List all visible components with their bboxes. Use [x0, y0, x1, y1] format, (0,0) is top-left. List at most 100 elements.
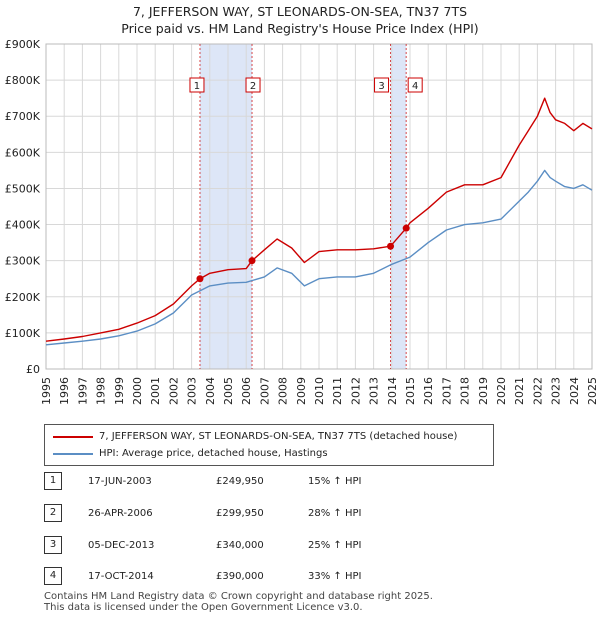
x-tick-label: 2016	[422, 377, 435, 405]
sale-point	[196, 275, 204, 283]
transaction-hpi: 28% ↑ HPI	[308, 508, 362, 519]
legend-label-hpi: HPI: Average price, detached house, Hast…	[99, 448, 328, 459]
y-tick-label: £0	[26, 363, 40, 376]
legend-label-property: 7, JEFFERSON WAY, ST LEONARDS-ON-SEA, TN…	[99, 431, 458, 442]
y-axis-ticks: £0 £100K £200K £300K £400K £500K £600K £700K £80…	[5, 38, 41, 376]
plot-frame	[45, 43, 593, 370]
x-tick-label: 2000	[131, 377, 144, 405]
x-tick-label: 2006	[240, 377, 253, 405]
y-tick-label: £100K	[5, 327, 41, 340]
table-row: 3 05-DEC-2013 £340,000 25% ↑ HPI	[44, 536, 444, 554]
transaction-date: 17-OCT-2014	[88, 571, 154, 582]
sale-label-text: 3	[378, 81, 384, 92]
x-tick-label: 2001	[149, 377, 162, 405]
x-tick-label: 2011	[331, 377, 344, 405]
sale-points	[196, 224, 410, 283]
x-tick-label: 1997	[76, 377, 89, 405]
footer: Contains HM Land Registry data © Crown c…	[44, 591, 433, 613]
sale-label-text: 4	[412, 81, 418, 92]
sale-point	[402, 224, 410, 232]
y-tick-label: £200K	[5, 291, 41, 304]
sale-label-box: 1	[189, 77, 205, 93]
sale-label-text: 1	[194, 81, 200, 92]
footer-line-1: Contains HM Land Registry data © Crown c…	[44, 591, 433, 602]
sale-label-box: 2	[245, 77, 261, 93]
title-line-1: 7, JEFFERSON WAY, ST LEONARDS-ON-SEA, TN…	[132, 4, 468, 19]
sale-point	[248, 257, 256, 265]
y-tick-label: £600K	[5, 146, 41, 159]
x-tick-label: 2008	[277, 377, 290, 405]
table-row: 4 17-OCT-2014 £390,000 33% ↑ HPI	[44, 567, 444, 585]
x-tick-label: 2007	[258, 377, 271, 405]
y-tick-label: £500K	[5, 182, 41, 195]
x-tick-label: 2004	[204, 377, 217, 405]
chart-title: 7, JEFFERSON WAY, ST LEONARDS-ON-SEA, TN…	[0, 3, 600, 37]
transaction-price: £299,950	[216, 508, 264, 519]
x-tick-label: 2021	[513, 377, 526, 405]
transaction-hpi: 33% ↑ HPI	[308, 571, 362, 582]
title-line-2: Price paid vs. HM Land Registry's House …	[121, 21, 479, 36]
x-tick-label: 1998	[95, 377, 108, 405]
x-tick-label: 2012	[349, 377, 362, 405]
transaction-number: 3	[44, 536, 62, 554]
sale-label-frame	[189, 77, 205, 93]
price-chart: 1 2 3 4 £0 £100K £200K £300K £400K £500K £600K £70…	[5, 38, 599, 405]
x-tick-label: 2019	[477, 377, 490, 405]
transaction-date: 26-APR-2006	[88, 508, 153, 519]
x-tick-label: 2015	[404, 377, 417, 405]
y-tick-label: £300K	[5, 255, 41, 268]
legend: 7, JEFFERSON WAY, ST LEONARDS-ON-SEA, TN…	[44, 424, 494, 466]
y-tick-label: £700K	[5, 110, 41, 123]
transaction-number: 4	[44, 567, 62, 585]
grid-lines	[45, 43, 593, 370]
shaded-period	[390, 44, 407, 369]
shaded-period	[199, 44, 253, 369]
transaction-price: £340,000	[216, 540, 264, 551]
footer-line-2: This data is licensed under the Open Gov…	[44, 602, 363, 613]
x-tick-label: 2013	[368, 377, 381, 405]
series-lines	[45, 97, 593, 346]
table-row: 1 17-JUN-2003 £249,950 15% ↑ HPI	[44, 472, 444, 490]
sale-label-text: 2	[250, 81, 256, 92]
legend-swatch-hpi	[53, 453, 93, 455]
series-line-hpi	[45, 169, 593, 346]
x-axis-ticks: 1995 1996 1997 1998 1999 2000 2001 2002 2003 2004…	[40, 377, 599, 405]
transaction-number: 2	[44, 504, 62, 522]
x-tick-label: 2023	[550, 377, 563, 405]
x-tick-label: 2017	[440, 377, 453, 405]
x-tick-label: 2022	[531, 377, 544, 405]
sale-label-frame	[374, 77, 390, 93]
x-tick-label: 2010	[313, 377, 326, 405]
x-tick-label: 1999	[113, 377, 126, 405]
x-tick-label: 2003	[186, 377, 199, 405]
transaction-date: 05-DEC-2013	[88, 540, 155, 551]
transaction-price: £390,000	[216, 571, 264, 582]
transaction-number: 1	[44, 472, 62, 490]
x-tick-label: 1996	[58, 377, 71, 405]
x-tick-label: 2009	[295, 377, 308, 405]
transaction-price: £249,950	[216, 476, 264, 487]
x-tick-label: 2002	[167, 377, 180, 405]
sale-label-box: 4	[407, 77, 423, 93]
sale-label-frame	[407, 77, 423, 93]
x-tick-label: 2025	[586, 377, 599, 405]
transaction-hpi: 25% ↑ HPI	[308, 540, 362, 551]
y-tick-label: £900K	[5, 38, 41, 51]
x-tick-label: 1995	[40, 377, 53, 405]
x-tick-label: 2020	[495, 377, 508, 405]
shaded-periods	[199, 44, 407, 369]
transaction-hpi: 15% ↑ HPI	[308, 476, 362, 487]
x-tick-label: 2005	[222, 377, 235, 405]
series-line-property	[45, 97, 593, 342]
y-tick-label: £400K	[5, 219, 41, 232]
y-tick-label: £800K	[5, 74, 41, 87]
sale-point	[387, 242, 395, 250]
x-tick-label: 2018	[459, 377, 472, 405]
sale-label-frame	[245, 77, 261, 93]
legend-swatch-property	[53, 436, 93, 438]
x-tick-label: 2024	[568, 377, 581, 405]
sale-labels: 1 2 3 4	[189, 77, 423, 93]
transaction-date: 17-JUN-2003	[88, 476, 152, 487]
x-tick-label: 2014	[386, 377, 399, 405]
table-row: 2 26-APR-2006 £299,950 28% ↑ HPI	[44, 504, 444, 522]
